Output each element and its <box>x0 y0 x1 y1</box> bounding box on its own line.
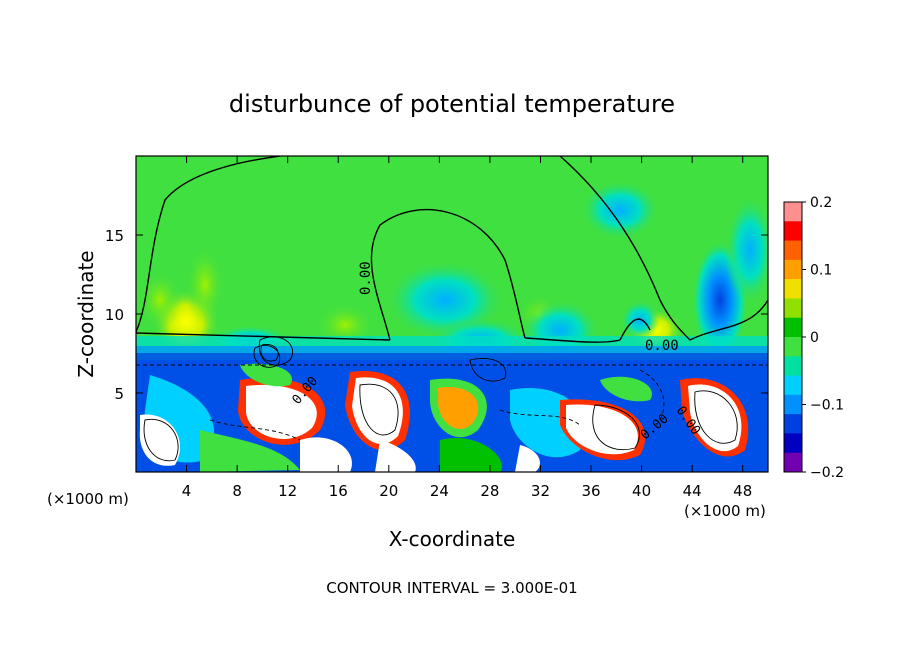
colorbar-tick-label: 0.1 <box>810 263 832 279</box>
colorbar-tick-label: 0.2 <box>810 195 832 211</box>
colorbar-swatch <box>784 433 802 454</box>
contour-interval: CONTOUR INTERVAL = 3.000E-01 <box>326 579 577 597</box>
x-tick-label: 48 <box>733 482 752 500</box>
warm-anomaly <box>138 270 182 330</box>
colorbar-tick-label: −0.1 <box>810 398 844 414</box>
colorbar-tick-label: 0 <box>810 330 819 346</box>
x-tick-label: 20 <box>379 482 398 500</box>
turbulent-structures <box>139 363 749 472</box>
x-tick-label: 12 <box>278 482 297 500</box>
y-axis: 5 10 15 <box>105 227 768 403</box>
x-tick-label: 32 <box>531 482 550 500</box>
interface-band <box>136 353 768 361</box>
colorbar-swatch <box>784 375 802 396</box>
colorbar-swatch <box>784 414 802 434</box>
y-axis-label: Z-coordinate <box>74 250 98 377</box>
colorbar-swatch <box>784 394 802 415</box>
cool-anomaly <box>580 180 660 240</box>
colorbar-swatch <box>784 317 802 338</box>
x-tick-label: 28 <box>480 482 499 500</box>
x-tick-label: 8 <box>232 482 242 500</box>
warm-anomaly <box>185 245 225 325</box>
x-tick-label: 4 <box>182 482 192 500</box>
contour-lines-lower <box>136 336 768 462</box>
contour-lines <box>136 156 768 343</box>
x-axis-label: X-coordinate <box>389 527 516 551</box>
colorbar-swatch <box>784 240 802 261</box>
cool-anomaly <box>725 195 768 305</box>
colorbar-swatch <box>784 452 802 473</box>
y-tick-label: 15 <box>105 227 124 245</box>
x-axis: 4 8 12 16 20 24 28 32 36 40 44 48 <box>182 156 752 500</box>
y-tick-label: 5 <box>114 385 124 403</box>
x-tick-label: 36 <box>581 482 600 500</box>
colorbar-swatch <box>784 298 802 319</box>
x-tick-label: 16 <box>329 482 348 500</box>
contour-label: 0.00 <box>645 338 679 354</box>
colorbar-swatch <box>784 337 802 357</box>
colorbar-tick-label: −0.2 <box>810 465 844 481</box>
colorbar-swatch <box>784 279 802 299</box>
colorbar-swatch <box>784 259 802 280</box>
temperature-field: 0.00 0.00 0.00 0.00 0.00 <box>136 156 768 472</box>
y-tick-label: 10 <box>105 306 124 324</box>
chart-title: disturbunce of potential temperature <box>229 90 675 118</box>
contour-label: 0.00 <box>358 261 374 295</box>
colorbar: 0.2 0.1 0 −0.1 −0.2 <box>783 195 844 481</box>
colorbar-swatch <box>784 356 802 377</box>
colorbar-swatch <box>784 202 802 222</box>
x-tick-label: 44 <box>683 482 702 500</box>
x-tick-label: 40 <box>632 482 651 500</box>
x-unit-right: (×1000 m) <box>684 502 766 520</box>
colorbar-swatch <box>784 221 802 242</box>
x-tick-label: 24 <box>430 482 449 500</box>
x-unit-left: (×1000 m) <box>47 490 129 508</box>
